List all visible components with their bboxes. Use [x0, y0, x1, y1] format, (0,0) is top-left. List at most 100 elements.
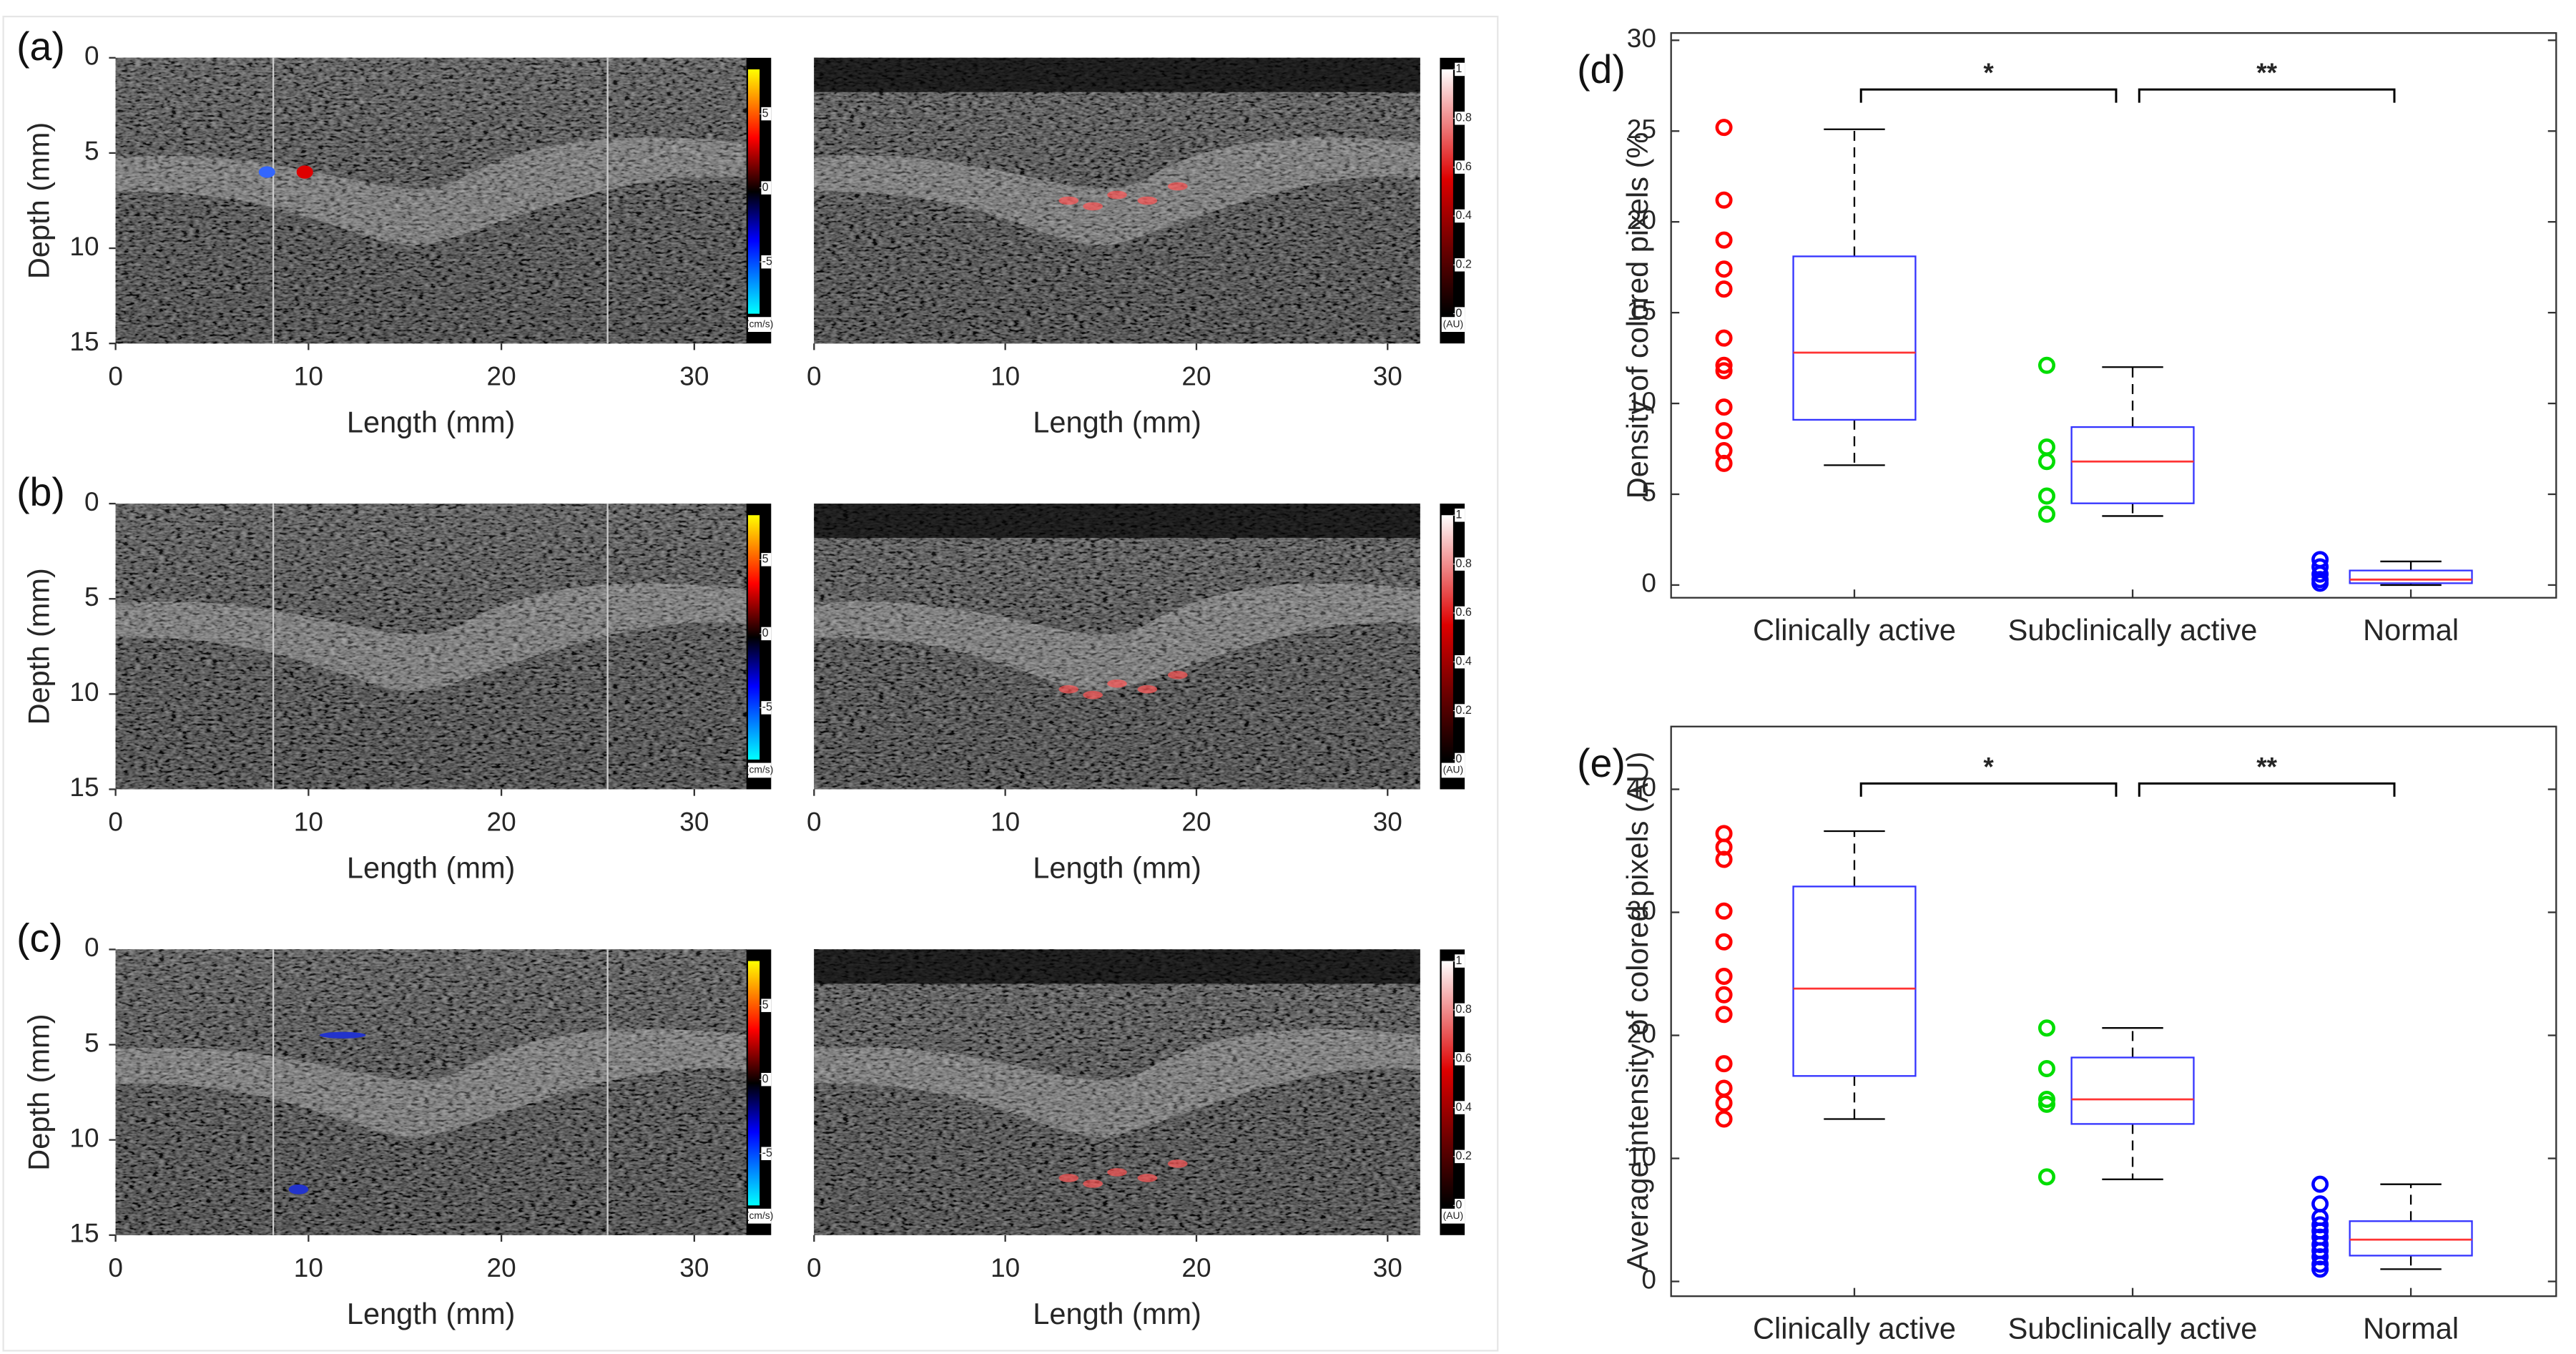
data-point — [1715, 191, 1733, 209]
data-point — [2037, 1095, 2055, 1113]
colorbar-tick-label: 0.8 — [1455, 1003, 1471, 1016]
signal-speck — [1167, 670, 1188, 680]
significance-bracket — [2138, 782, 2396, 797]
data-point — [2311, 574, 2329, 592]
signal-speck — [1058, 1174, 1079, 1182]
data-point — [2037, 505, 2055, 523]
y-tick-label: 30 — [1627, 896, 1656, 925]
box — [2070, 426, 2195, 504]
data-point — [1715, 280, 1733, 298]
x-tick-label: Normal — [2363, 613, 2459, 647]
colorbar-tick-bg — [1455, 1101, 1465, 1114]
signal-speck — [1107, 190, 1127, 200]
data-point — [1715, 1055, 1733, 1073]
y-axis-label: Density of colored pixels (% — [1621, 132, 1654, 499]
x-tick-label: 0 — [807, 808, 822, 837]
y-tick-label: 5 — [84, 1028, 99, 1057]
significance-label: ** — [2256, 58, 2277, 87]
image-speckle — [115, 57, 747, 344]
y-tick-label: 15 — [69, 772, 99, 802]
y-tick-label: 10 — [69, 232, 99, 261]
data-point — [1715, 119, 1733, 137]
data-point — [2311, 565, 2329, 583]
colorbar-label: (AU) — [1443, 318, 1463, 329]
colorbar-tick-bg — [761, 181, 772, 195]
y-tick-label: 40 — [1627, 772, 1656, 802]
significance-label: ** — [2256, 752, 2277, 781]
data-point — [1715, 967, 1733, 985]
colorbar-tick-label: 0 — [762, 181, 769, 194]
colorbar — [747, 515, 760, 760]
doppler-blob — [296, 165, 313, 179]
data-point — [1715, 454, 1733, 472]
y-tick-label: 5 — [84, 582, 99, 612]
y-tick-label: 0 — [84, 487, 99, 516]
image-speckle — [814, 57, 1420, 344]
data-point — [2037, 453, 2055, 471]
tissue-band — [814, 1029, 1420, 1137]
signal-speck — [1083, 1179, 1103, 1188]
x-tick-label: Subclinically active — [2008, 613, 2258, 647]
box — [1792, 255, 1917, 421]
y-tick-label: 20 — [1627, 1019, 1656, 1048]
x-axis-label: Length (mm) — [1033, 1297, 1201, 1330]
colorbar-label: (AU) — [1443, 1210, 1463, 1221]
colorbar-tick-label: -5 — [762, 701, 772, 714]
x-tick-label: 10 — [294, 361, 323, 391]
y-tick-label: 0 — [84, 41, 99, 71]
doppler-blob — [319, 1031, 366, 1039]
significance-bracket — [1859, 88, 2118, 103]
colorbar-label-bg — [1441, 317, 1465, 333]
colorbar-label-bg — [1441, 1208, 1465, 1224]
colorbar-tick-label: 0 — [1455, 752, 1462, 765]
x-tick-label: 10 — [294, 1253, 323, 1282]
x-tick-label: 20 — [1181, 1253, 1211, 1282]
image-speckle — [115, 949, 747, 1235]
colorbar — [747, 961, 760, 1206]
colorbar-tick-label: -5 — [762, 255, 772, 268]
y-axis-label: Depth (mm) — [22, 122, 56, 279]
colorbar — [1441, 69, 1453, 314]
x-axis-label: Length (mm) — [347, 405, 516, 438]
colorbar-tick-label: 0.4 — [1455, 1101, 1471, 1114]
y-tick-label: 0 — [84, 933, 99, 962]
colorbar-tick-label: 0.2 — [1455, 704, 1471, 717]
figure-frame — [2, 15, 1499, 1352]
x-axis-label: Length (mm) — [1033, 851, 1201, 885]
significance-label: * — [1983, 58, 1994, 87]
colorbar-tick-label: 5 — [762, 553, 769, 566]
y-tick-label: 0 — [1641, 569, 1656, 598]
y-tick-label: 10 — [1627, 1142, 1656, 1171]
colorbar-tick-label: 0.2 — [1455, 1149, 1471, 1162]
x-tick-label: 30 — [1373, 808, 1402, 837]
y-tick-label: 15 — [69, 327, 99, 356]
x-tick-label: 30 — [679, 361, 709, 391]
colorbar-tick-bg — [1455, 62, 1465, 77]
data-point — [2037, 1168, 2055, 1186]
x-tick-label: 10 — [990, 808, 1020, 837]
y-axis-label: Depth (mm) — [22, 568, 56, 725]
x-tick-label: 0 — [807, 1253, 822, 1282]
data-point — [1715, 986, 1733, 1004]
colorbar-tick-bg — [761, 1072, 772, 1086]
colorbar-tick-bg — [761, 701, 772, 715]
panel-label: (b) — [16, 470, 65, 514]
box — [2070, 1056, 2195, 1125]
signal-speck — [1137, 196, 1158, 205]
colorbar-tick-bg — [1455, 704, 1465, 717]
colorbar-label-bg — [1441, 762, 1465, 778]
colorbar-tick-label: 0.6 — [1455, 606, 1471, 619]
y-tick-label: 25 — [1627, 114, 1656, 144]
x-tick-label: 30 — [1373, 1253, 1402, 1282]
data-point — [1715, 356, 1733, 374]
data-point — [1715, 329, 1733, 347]
x-tick-label: 0 — [108, 361, 123, 391]
image-top-dark — [814, 949, 1420, 984]
panel-label: (c) — [16, 916, 63, 961]
y-tick-label: 10 — [1627, 387, 1656, 416]
colorbar-label: (cm/s) — [746, 1210, 773, 1221]
colorbar-label-bg — [747, 1208, 772, 1224]
colorbar-tick-bg — [1455, 1149, 1465, 1164]
tissue-band — [814, 583, 1420, 692]
